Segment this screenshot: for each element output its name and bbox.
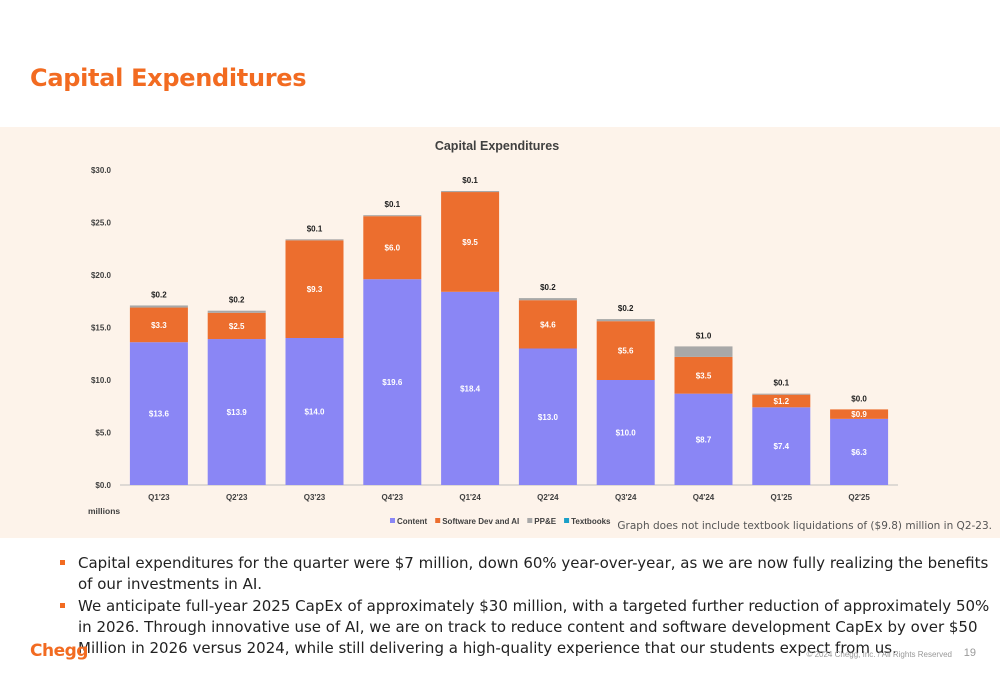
bar-ppe <box>518 298 577 301</box>
bar-content <box>674 393 733 485</box>
data-label-content: $8.7 <box>696 435 712 444</box>
data-label-ppe: $0.1 <box>307 224 323 233</box>
data-label-software-dev-ai: $0.9 <box>851 410 867 419</box>
legend-swatch <box>390 518 395 523</box>
bar-ppe <box>596 319 655 322</box>
bar-software-dev-ai <box>596 321 655 380</box>
y-axis-label: millions <box>88 506 120 516</box>
legend: Content Software Dev and AI PP&E Textbooks <box>390 517 611 526</box>
x-tick-label: Q3'23 <box>304 493 326 502</box>
data-label-ppe: $0.0 <box>851 394 867 403</box>
bar-content <box>752 407 811 485</box>
data-label-ppe: $0.2 <box>618 304 634 313</box>
bar-ppe <box>363 215 422 217</box>
legend-swatch <box>435 518 441 523</box>
x-axis: Q1'23 Q2'23 Q3'23 Q4'23 Q1'24 Q2'24 Q3'24 Q4'24… <box>148 493 870 502</box>
bar-ppe <box>285 239 344 241</box>
bar-ppe <box>441 191 500 193</box>
bar-software-dev-ai <box>363 216 422 280</box>
data-label-content: $7.4 <box>774 442 790 451</box>
bar-software-dev-ai <box>674 356 733 394</box>
x-tick-label: Q2'25 <box>848 493 870 502</box>
chart-title: Capital Expenditures <box>435 139 559 153</box>
data-label-content: $6.3 <box>851 448 867 457</box>
copyright-text: © 2024 Chegg, Inc. / All Rights Reserved <box>806 650 952 659</box>
bar-software-dev-ai <box>752 394 811 408</box>
legend-swatch <box>564 518 570 523</box>
legend-label: Textbooks <box>571 517 611 526</box>
data-label-software-dev-ai: $4.6 <box>540 320 556 329</box>
bar-software-dev-ai <box>129 307 188 343</box>
data-label-software-dev-ai: $1.2 <box>774 397 790 406</box>
x-tick-label: Q3'24 <box>615 493 637 502</box>
chegg-logo: Chegg <box>30 641 88 661</box>
bar-ppe <box>207 310 266 313</box>
bar-group: $13.6 $3.3 $0.2 $13.9 $2.5 $0.2 $14.0 $9.3 $0.1 $… <box>129 176 889 485</box>
y-tick-label: $25.0 <box>91 219 112 228</box>
bullet-item: Capital expenditures for the quarter wer… <box>58 553 993 595</box>
data-label-content: $14.0 <box>304 408 325 417</box>
bar-ppe <box>752 393 811 395</box>
bar-ppe <box>674 346 733 357</box>
data-label-software-dev-ai: $3.5 <box>696 371 712 380</box>
y-tick-label: $10.0 <box>91 376 112 385</box>
page-number: 19 <box>963 647 976 659</box>
bar-content <box>830 418 889 485</box>
data-label-ppe: $0.1 <box>462 176 478 185</box>
x-tick-label: Q1'25 <box>771 493 793 502</box>
data-label-content: $13.0 <box>538 413 559 422</box>
x-tick-label: Q2'23 <box>226 493 248 502</box>
data-label-ppe: $0.1 <box>774 379 790 388</box>
y-tick-label: $0.0 <box>95 481 111 490</box>
bar-software-dev-ai <box>441 192 500 292</box>
y-tick-label: $5.0 <box>95 429 111 438</box>
chart-panel: Capital Expenditures $0.0 $5.0 $10.0 $15.0 $… <box>0 127 1000 538</box>
bar-software-dev-ai <box>518 300 577 349</box>
bar-ppe <box>129 305 188 308</box>
bar-content <box>129 342 188 485</box>
y-tick-label: $20.0 <box>91 271 112 280</box>
bar-content <box>596 380 655 485</box>
data-label-content: $19.6 <box>382 378 403 387</box>
bar-software-dev-ai <box>285 240 344 338</box>
data-label-software-dev-ai: $5.6 <box>618 347 634 356</box>
x-tick-label: Q1'24 <box>459 493 481 502</box>
bar-software-dev-ai <box>830 409 889 419</box>
bar-content <box>518 348 577 485</box>
legend-label: PP&E <box>534 517 556 526</box>
data-label-software-dev-ai: $2.5 <box>229 322 245 331</box>
bar-content <box>285 338 344 485</box>
bullet-item: We anticipate full-year 2025 CapEx of ap… <box>58 596 993 659</box>
bar-software-dev-ai <box>207 312 266 340</box>
legend-label: Software Dev and AI <box>442 517 519 526</box>
data-label-ppe: $0.2 <box>229 296 245 305</box>
chart-footnote: Graph does not include textbook liquidat… <box>617 520 992 532</box>
bar-content <box>207 339 266 485</box>
data-label-ppe: $0.2 <box>151 290 167 299</box>
page-title: Capital Expenditures <box>30 64 307 92</box>
data-label-software-dev-ai: $3.3 <box>151 321 167 330</box>
x-tick-label: Q2'24 <box>537 493 559 502</box>
data-label-content: $18.4 <box>460 384 481 393</box>
data-label-content: $10.0 <box>616 429 637 438</box>
data-label-ppe: $1.0 <box>696 331 712 340</box>
data-label-content: $13.9 <box>227 408 248 417</box>
data-label-content: $13.6 <box>149 410 170 419</box>
bar-content <box>441 291 500 485</box>
data-label-ppe: $0.1 <box>385 200 401 209</box>
data-label-software-dev-ai: $9.5 <box>462 238 478 247</box>
legend-swatch <box>527 518 533 523</box>
y-tick-label: $15.0 <box>91 324 112 333</box>
y-tick-label: $30.0 <box>91 166 112 175</box>
x-tick-label: Q4'24 <box>693 493 715 502</box>
capex-chart: Capital Expenditures $0.0 $5.0 $10.0 $15.0 $… <box>88 139 898 526</box>
bullet-list: Capital expenditures for the quarter wer… <box>58 553 993 660</box>
data-label-software-dev-ai: $6.0 <box>385 244 401 253</box>
data-label-software-dev-ai: $9.3 <box>307 285 323 294</box>
data-label-ppe: $0.2 <box>540 283 556 292</box>
bar-content <box>363 279 422 485</box>
legend-label: Content <box>397 517 428 526</box>
x-tick-label: Q4'23 <box>382 493 404 502</box>
x-tick-label: Q1'23 <box>148 493 170 502</box>
